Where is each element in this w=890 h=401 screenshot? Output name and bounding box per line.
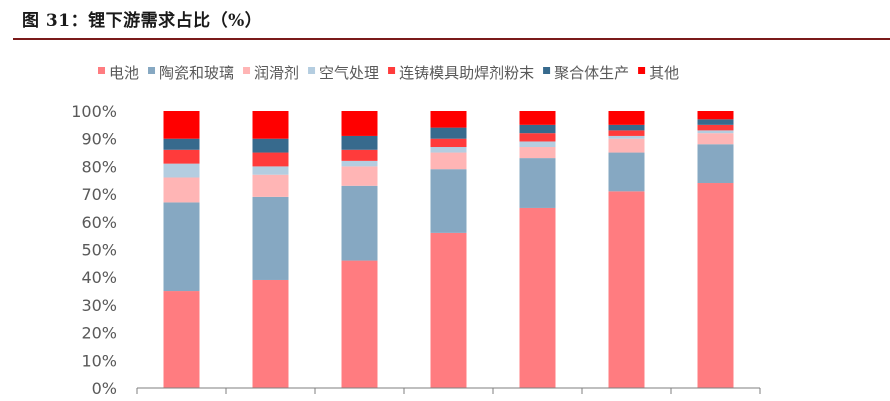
bar-3-segment-2: [341, 185, 378, 261]
y-tick-label-6: 60%: [81, 213, 117, 232]
bar-1-segment-1: [163, 291, 200, 388]
bar-4-segment-1: [430, 232, 467, 388]
legend-label-2: 陶瓷和玻璃: [159, 64, 234, 82]
y-tick-label-9: 90%: [81, 130, 117, 149]
bar-4-segment-5: [430, 138, 467, 148]
legend-swatch-7: [638, 67, 646, 74]
y-tick-label-4: 40%: [81, 268, 117, 287]
legend-swatch-4: [308, 67, 316, 74]
bar-6-segment-6: [608, 124, 645, 131]
bar-5-segment-4: [519, 141, 556, 148]
bar-1-segment-4: [163, 163, 200, 178]
bar-5-segment-5: [519, 133, 556, 142]
figure-title: 图 31：锂下游需求占比（%）: [22, 11, 263, 31]
legend-swatch-6: [543, 67, 551, 74]
legend-label-6: 聚合体生产: [554, 64, 629, 82]
bar-6-segment-7: [608, 111, 645, 125]
bar-6-segment-2: [608, 152, 645, 192]
title-divider: [13, 38, 890, 40]
bar-4-segment-2: [430, 169, 467, 233]
bar-1-segment-6: [163, 138, 200, 150]
legend-label-5: 连铸模具助焊剂粉末: [399, 64, 534, 82]
legend-swatch-2: [148, 67, 156, 74]
bar-7-segment-1: [697, 183, 734, 388]
bar-6-segment-3: [608, 138, 645, 153]
legend-swatch-5: [388, 67, 396, 74]
bar-2-segment-3: [252, 174, 289, 197]
bar-4-segment-7: [430, 111, 467, 128]
bar-1-segment-7: [163, 111, 200, 139]
bar-3-segment-6: [341, 135, 378, 150]
legend-swatch-3: [243, 67, 251, 74]
y-tick-label-3: 30%: [81, 296, 117, 315]
bar-7-segment-4: [697, 130, 734, 134]
bar-5-segment-7: [519, 111, 556, 125]
bar-2-segment-2: [252, 196, 289, 280]
bar-7-segment-6: [697, 119, 734, 125]
bar-7-segment-5: [697, 124, 734, 131]
bar-2-segment-6: [252, 138, 289, 153]
y-tick-label-10: 100%: [71, 102, 117, 121]
legend-label-1: 电池: [109, 64, 139, 82]
bar-6-segment-5: [608, 130, 645, 136]
bar-3-segment-1: [341, 260, 378, 388]
bar-6-segment-1: [608, 191, 645, 388]
bar-2-segment-7: [252, 111, 289, 139]
bar-5-segment-2: [519, 158, 556, 208]
bar-5-segment-1: [519, 207, 556, 388]
bar-4-segment-3: [430, 152, 467, 170]
bar-2-segment-4: [252, 166, 289, 175]
legend-label-7: 其他: [649, 64, 679, 82]
bar-1-segment-2: [163, 202, 200, 292]
bar-7-segment-3: [697, 133, 734, 145]
bar-3-segment-4: [341, 160, 378, 167]
legend-label-4: 空气处理: [319, 64, 379, 82]
y-tick-label-2: 20%: [81, 324, 117, 343]
bar-5-segment-3: [519, 147, 556, 159]
y-tick-label-7: 70%: [81, 185, 117, 204]
bar-7-segment-2: [697, 144, 734, 184]
bar-2-segment-5: [252, 152, 289, 167]
y-tick-label-1: 10%: [81, 351, 117, 370]
y-tick-label-5: 50%: [81, 241, 117, 260]
bar-1-segment-3: [163, 177, 200, 203]
bar-6-segment-4: [608, 135, 645, 139]
legend-swatch-1: [98, 67, 105, 74]
bar-4-segment-6: [430, 127, 467, 139]
bar-7-segment-7: [697, 111, 734, 120]
bar-3-segment-3: [341, 166, 378, 186]
bar-3-segment-7: [341, 111, 378, 136]
bar-2-segment-1: [252, 279, 289, 388]
bar-3-segment-5: [341, 149, 378, 161]
bar-1-segment-5: [163, 149, 200, 164]
y-tick-label-8: 80%: [81, 157, 117, 176]
bar-5-segment-6: [519, 124, 556, 134]
legend-label-3: 润滑剂: [254, 64, 299, 82]
bar-4-segment-4: [430, 147, 467, 153]
y-tick-label-0: 0%: [92, 379, 117, 398]
